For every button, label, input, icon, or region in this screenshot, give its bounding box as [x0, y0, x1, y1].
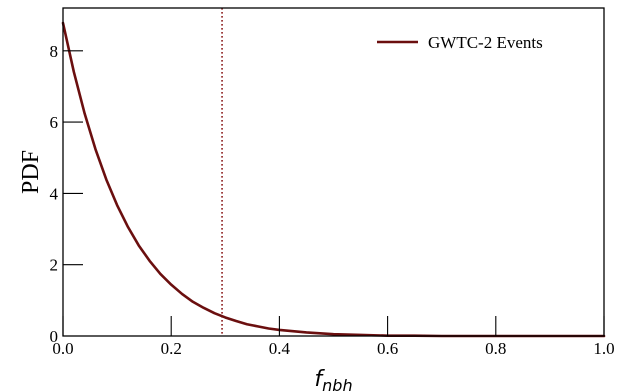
- y-tick-label-0: 0: [50, 327, 59, 346]
- plot-area: [61, 8, 606, 338]
- x-axis-label: fnbh: [314, 367, 352, 392]
- x-axis-label-main: f: [314, 367, 325, 392]
- x-axis-label-subscript: nbh: [322, 376, 352, 392]
- legend: GWTC-2 Events: [377, 33, 543, 52]
- y-tick-label-3: 6: [50, 113, 59, 132]
- x-tick-label-4: 0.8: [485, 339, 506, 358]
- x-tick-label-0: 0.0: [52, 339, 73, 358]
- axes: 0.0 0.2 0.4 0.6 0.8 1.0 0 2 4 6 8 PDF fnbh: [18, 7, 615, 392]
- plot-frame: [62, 7, 605, 337]
- y-tick-label-4: 8: [50, 42, 59, 61]
- x-tick-label-2: 0.4: [269, 339, 291, 358]
- y-tick-label-1: 2: [50, 256, 59, 275]
- x-tick-label-5: 1.0: [593, 339, 614, 358]
- x-tick-label-3: 0.6: [377, 339, 398, 358]
- legend-label-0: GWTC-2 Events: [428, 33, 543, 52]
- x-tick-label-1: 0.2: [161, 339, 182, 358]
- series-line-0: [61, 21, 606, 338]
- y-tick-label-2: 4: [50, 184, 59, 203]
- y-axis-label: PDF: [18, 150, 44, 194]
